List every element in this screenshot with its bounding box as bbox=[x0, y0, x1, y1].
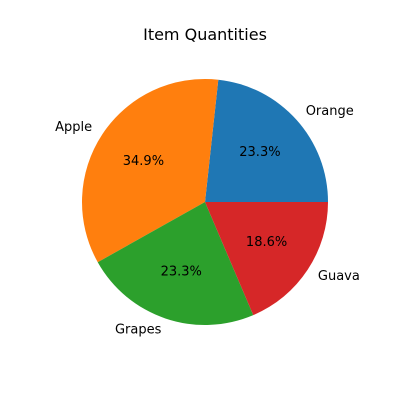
pie-slice-apple bbox=[82, 79, 219, 263]
pie-slice-orange bbox=[205, 79, 328, 202]
chart-title: Item Quantities bbox=[143, 25, 267, 44]
pie-slice-grapes bbox=[97, 202, 254, 325]
percent-label-guava: 18.6% bbox=[246, 235, 287, 250]
pie-slice-guava bbox=[205, 202, 328, 316]
slice-label-orange: Orange bbox=[306, 104, 354, 119]
percent-label-grapes: 23.3% bbox=[161, 264, 202, 279]
percent-label-orange: 23.3% bbox=[239, 145, 280, 160]
pie-slices bbox=[82, 79, 328, 325]
slice-label-apple: Apple bbox=[55, 120, 92, 135]
percent-label-apple: 34.9% bbox=[123, 154, 164, 169]
slice-label-guava: Guava bbox=[318, 269, 360, 284]
pie-labels: Orange 23.3% Apple 34.9% Grapes 23.3% Guava 18.… bbox=[55, 104, 360, 337]
slice-label-grapes: Grapes bbox=[115, 323, 162, 338]
